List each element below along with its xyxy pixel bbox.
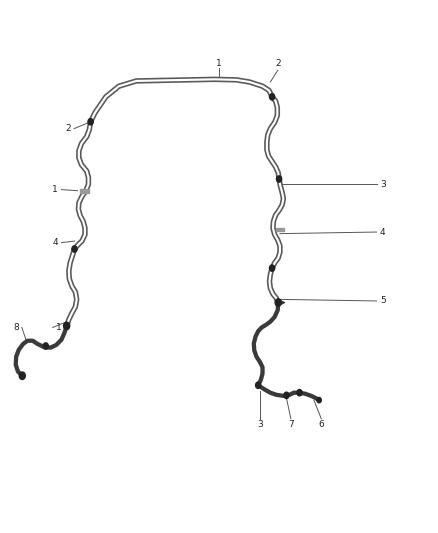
Circle shape: [64, 322, 70, 329]
Text: 2: 2: [275, 59, 281, 68]
Text: 1: 1: [216, 59, 222, 68]
Circle shape: [43, 343, 48, 349]
Circle shape: [317, 398, 321, 403]
Text: 5: 5: [380, 296, 386, 305]
Circle shape: [19, 372, 25, 379]
Text: 6: 6: [318, 420, 324, 429]
Text: 4: 4: [380, 228, 385, 237]
Circle shape: [255, 382, 261, 389]
Circle shape: [64, 322, 69, 329]
Text: 1: 1: [56, 323, 62, 332]
Circle shape: [276, 176, 282, 182]
Circle shape: [88, 118, 93, 125]
Text: 8: 8: [13, 323, 19, 332]
Text: 4: 4: [53, 238, 58, 247]
Text: 1: 1: [52, 185, 58, 194]
Circle shape: [269, 94, 275, 100]
Text: 3: 3: [258, 420, 263, 429]
Circle shape: [297, 390, 302, 396]
Text: 7: 7: [288, 420, 294, 429]
Circle shape: [72, 246, 77, 252]
Circle shape: [275, 299, 281, 306]
Circle shape: [284, 392, 289, 399]
Text: 2: 2: [65, 124, 71, 133]
Bar: [80, 189, 89, 192]
Circle shape: [269, 265, 275, 271]
Text: 3: 3: [380, 180, 386, 189]
Bar: [276, 228, 284, 231]
